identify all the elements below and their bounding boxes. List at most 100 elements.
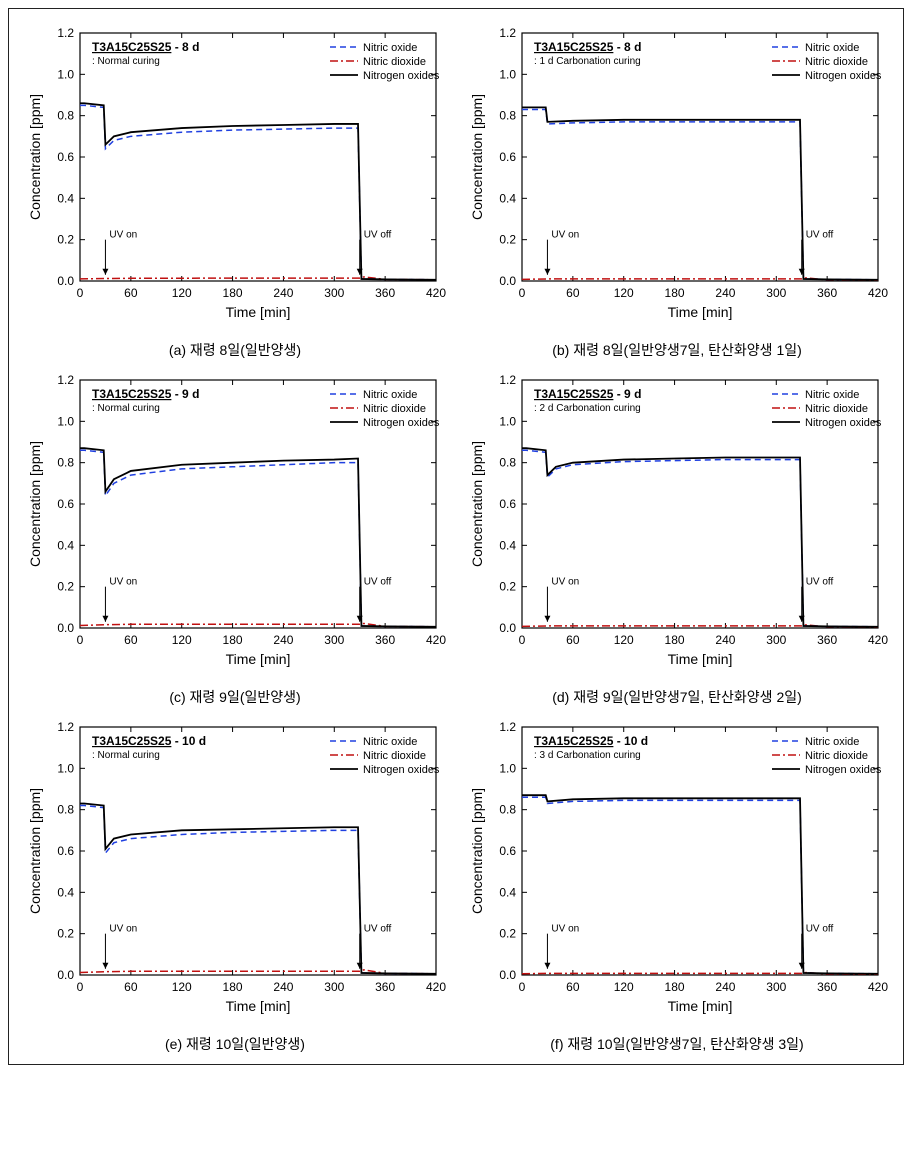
chart-subtitle: : 2 d Carbonation curing [534,403,641,414]
svg-text:180: 180 [223,633,243,647]
svg-text:180: 180 [223,980,243,994]
legend-label: Nitric oxide [805,389,859,401]
legend-label: Nitric dioxide [805,750,868,762]
svg-text:0.0: 0.0 [57,621,74,635]
svg-text:60: 60 [124,633,138,647]
chart-d: 0601201802403003604200.00.20.40.60.81.01… [462,366,892,678]
svg-text:180: 180 [223,286,243,300]
uv_on-label: UV on [551,230,579,241]
svg-text:1.0: 1.0 [499,761,516,775]
chart-a: 0601201802403003604200.00.20.40.60.81.01… [20,19,450,331]
svg-text:240: 240 [273,286,293,300]
svg-text:120: 120 [614,633,634,647]
svg-text:360: 360 [375,633,395,647]
y-axis-label: Concentration [ppm] [469,94,485,220]
legend-label: Nitric oxide [363,42,417,54]
chart-title: T3A15C25S25 - 10 d [534,734,648,748]
svg-text:360: 360 [375,286,395,300]
x-axis-label: Time [min] [668,651,733,667]
svg-text:180: 180 [665,633,685,647]
chart-grid: 0 60 120 180 240 300 360 420 0.0 0.2 0.4 0.6 0.8 1.0 1… [19,19,893,1054]
svg-text:0.8: 0.8 [499,456,516,470]
svg-text:120: 120 [614,980,634,994]
chart-e: 0601201802403003604200.00.20.40.60.81.01… [20,713,450,1025]
svg-text:0.0: 0.0 [57,968,74,982]
svg-text:420: 420 [868,980,888,994]
chart-subtitle: : 3 d Carbonation curing [534,750,641,761]
svg-text:1.2: 1.2 [499,26,516,40]
svg-text:1.2: 1.2 [499,720,516,734]
svg-text:0: 0 [519,633,526,647]
legend-label: Nitric dioxide [805,403,868,415]
svg-text:420: 420 [426,286,446,300]
svg-text:60: 60 [566,980,580,994]
svg-text:0.8: 0.8 [57,456,74,470]
chart-title: T3A15C25S25 - 8 d [92,40,199,54]
x-axis-label: Time [min] [226,304,291,320]
svg-text:300: 300 [766,286,786,300]
svg-text:420: 420 [868,633,888,647]
series-nox [522,107,878,279]
svg-text:300: 300 [324,286,344,300]
svg-text:0.6: 0.6 [57,844,74,858]
svg-text:0.4: 0.4 [499,191,516,205]
svg-text:300: 300 [766,633,786,647]
svg-text:1.0: 1.0 [57,761,74,775]
svg-text:1.0: 1.0 [57,414,74,428]
svg-text:1.0: 1.0 [499,414,516,428]
svg-text:0.2: 0.2 [499,233,516,247]
svg-text:240: 240 [715,286,735,300]
legend-label: Nitric oxide [363,389,417,401]
svg-text:60: 60 [124,980,138,994]
svg-text:0.2: 0.2 [57,233,74,247]
svg-text:60: 60 [124,286,138,300]
svg-text:0.0: 0.0 [499,968,516,982]
uv_off-label: UV off [806,230,834,241]
svg-text:120: 120 [172,286,192,300]
chart-subtitle: : Normal curing [92,56,160,67]
panel-c: 0601201802403003604200.00.20.40.60.81.01… [19,366,451,707]
svg-text:420: 420 [426,633,446,647]
x-axis-label: Time [min] [668,998,733,1014]
svg-text:360: 360 [817,633,837,647]
chart-c: 0601201802403003604200.00.20.40.60.81.01… [20,366,450,678]
chart-title: T3A15C25S25 - 8 d [534,40,641,54]
chart-title: T3A15C25S25 - 9 d [534,387,641,401]
svg-text:300: 300 [766,980,786,994]
svg-text:1.2: 1.2 [57,720,74,734]
svg-text:0.2: 0.2 [499,580,516,594]
series-no [80,806,436,974]
svg-text:300: 300 [324,980,344,994]
legend-label: Nitrogen oxides [363,417,440,429]
svg-text:0.6: 0.6 [499,844,516,858]
uv_on-label: UV on [109,577,137,588]
svg-text:0.6: 0.6 [499,150,516,164]
series-no [522,109,878,279]
uv_off-label: UV off [806,924,834,935]
y-axis-label: Concentration [ppm] [27,788,43,914]
uv_off-label: UV off [364,577,392,588]
y-axis-label: Concentration [ppm] [27,94,43,220]
legend-label: Nitric oxide [805,42,859,54]
chart-title: T3A15C25S25 - 9 d [92,387,199,401]
uv_off-label: UV off [364,924,392,935]
svg-text:0.4: 0.4 [57,538,74,552]
x-axis-label: Time [min] [668,304,733,320]
svg-text:0: 0 [519,980,526,994]
chart-subtitle: : Normal curing [92,403,160,414]
svg-text:360: 360 [375,980,395,994]
svg-text:0.4: 0.4 [499,885,516,899]
panel-a: 0601201802403003604200.00.20.40.60.81.01… [19,19,451,360]
chart-subtitle: : Normal curing [92,750,160,761]
panel-caption: (b) 재령 8일(일반양생7일, 탄산화양생 1일) [552,340,802,360]
svg-text:0.6: 0.6 [57,497,74,511]
svg-text:0: 0 [77,633,84,647]
panel-caption: (c) 재령 9일(일반양생) [169,687,300,707]
svg-text:360: 360 [817,980,837,994]
svg-text:0.4: 0.4 [57,191,74,205]
svg-text:240: 240 [715,980,735,994]
svg-text:0.2: 0.2 [57,927,74,941]
svg-text:420: 420 [868,286,888,300]
series-no [522,450,878,626]
uv_on-label: UV on [551,577,579,588]
